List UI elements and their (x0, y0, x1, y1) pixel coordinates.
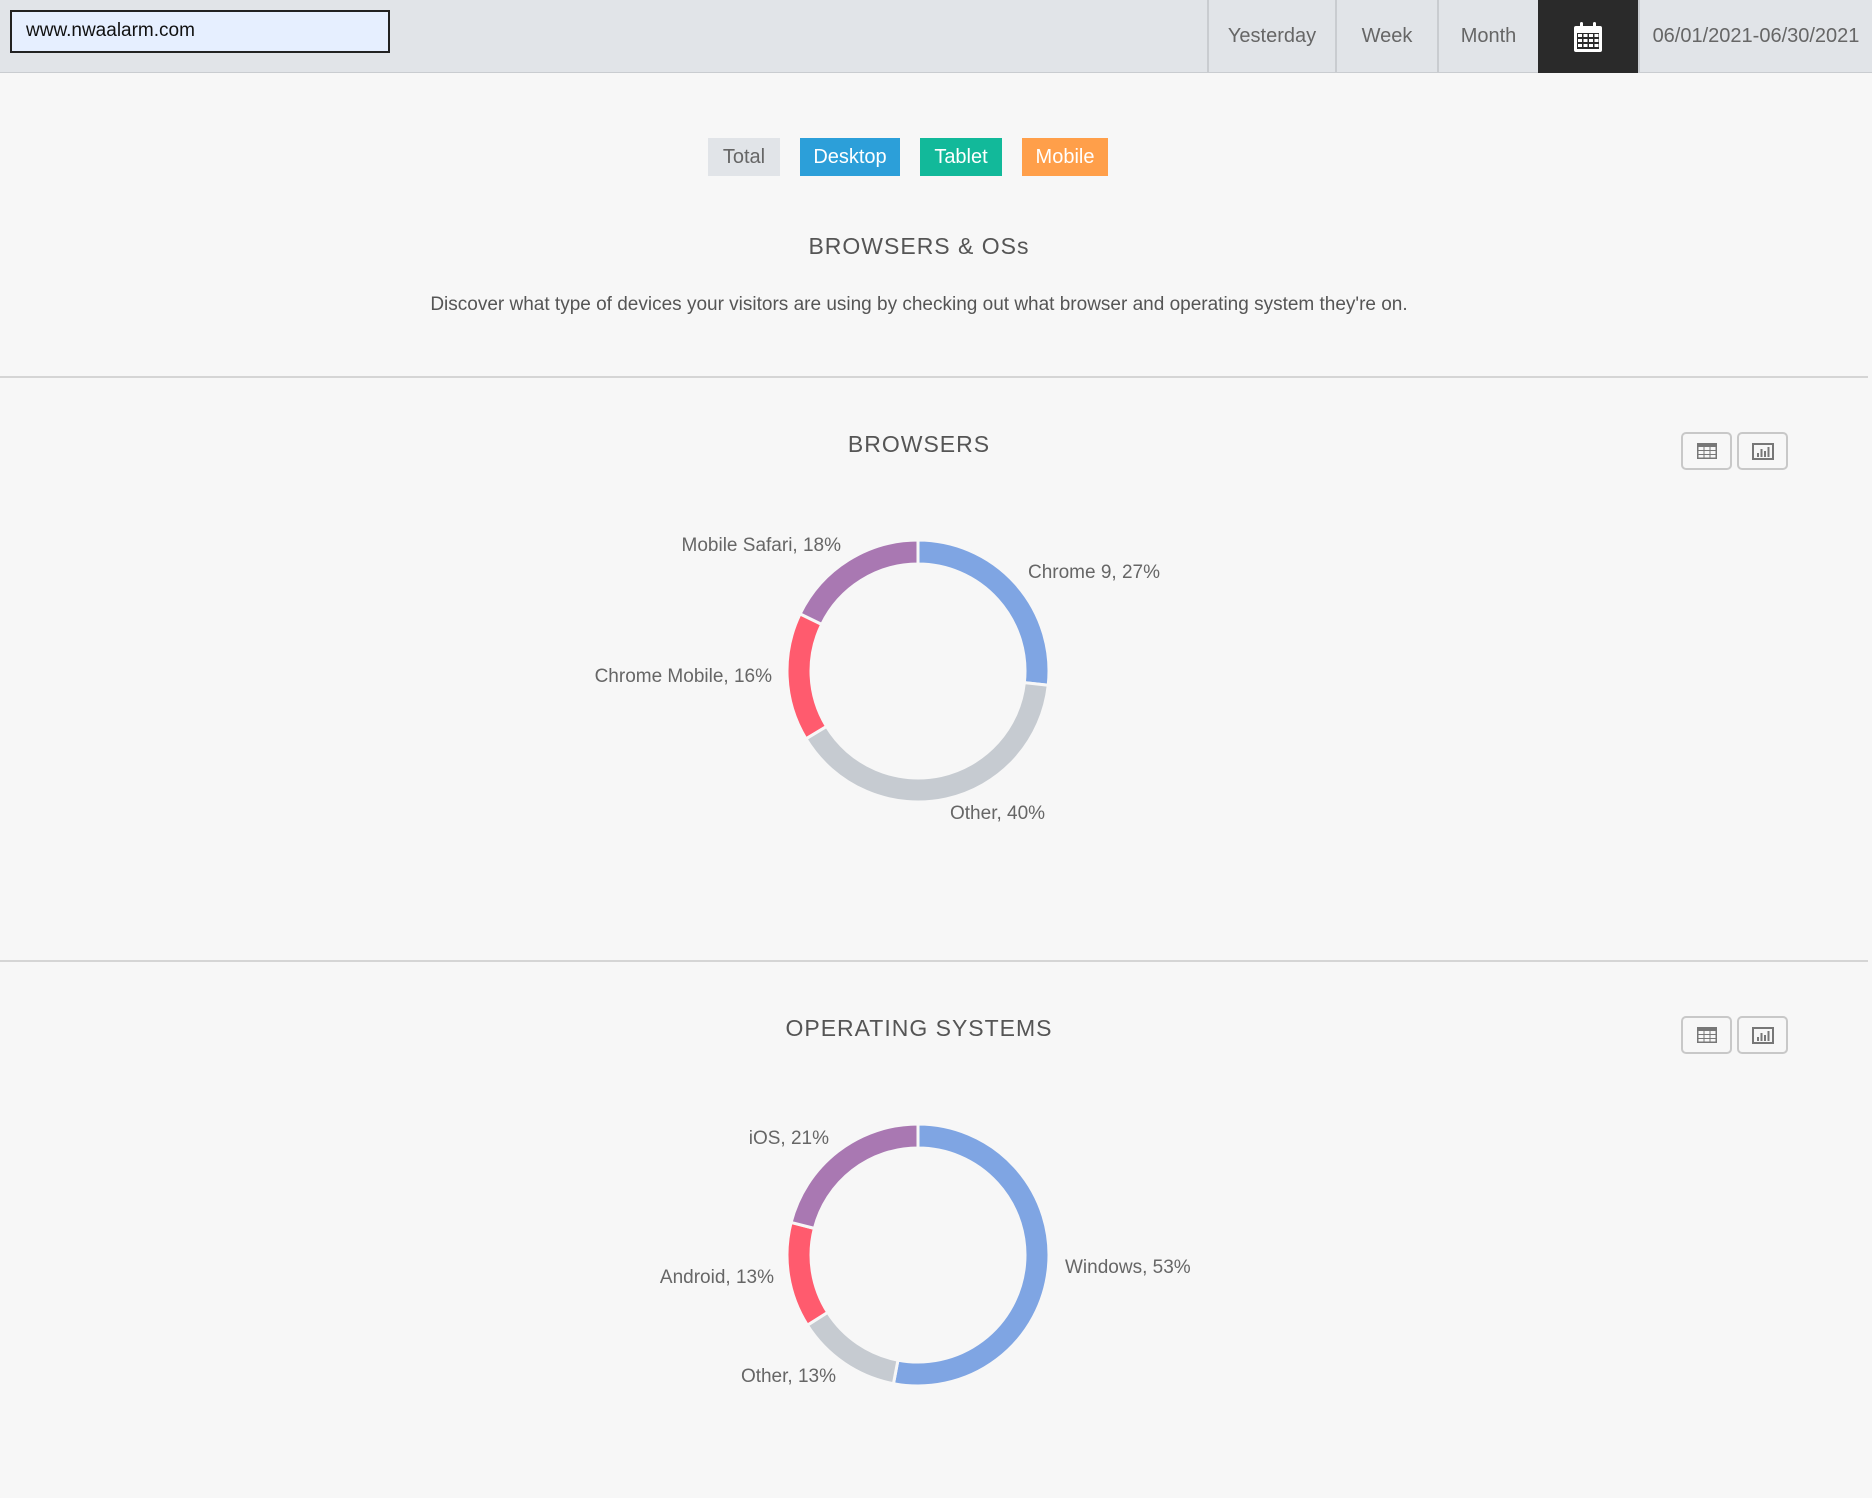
donut-slice-other[interactable] (803, 680, 1050, 804)
os-title: OPERATING SYSTEMS (785, 1015, 1053, 1041)
divider (0, 960, 1868, 962)
date-range[interactable]: 06/01/2021-06/30/2021 (1638, 0, 1872, 73)
slice-label: Chrome 9, 27% (1028, 562, 1161, 583)
slice-label: Other, 40% (950, 803, 1046, 824)
chart-view-button[interactable] (1737, 1016, 1788, 1054)
donut-slice-mobile-safari[interactable] (798, 538, 920, 627)
table-view-button[interactable] (1681, 432, 1732, 470)
filter-total[interactable]: Total (708, 138, 780, 176)
browsers-donut (785, 538, 1051, 804)
calendar-button[interactable] (1538, 0, 1638, 73)
bar-chart-icon (1751, 442, 1774, 460)
calendar-icon (1574, 21, 1602, 52)
divider (0, 376, 1868, 378)
browsers-title: BROWSERS (847, 431, 991, 457)
nav-yesterday[interactable]: Yesterday (1207, 0, 1335, 73)
slice-label: Mobile Safari, 18% (681, 535, 841, 556)
page-title: BROWSERS & OSs (808, 233, 1030, 259)
table-icon (1696, 1027, 1717, 1043)
site-url-input[interactable]: www.nwaalarm.com (10, 10, 390, 53)
chart-view-button[interactable] (1737, 432, 1788, 470)
top-bar: www.nwaalarm.com Yesterday Week Month 06… (0, 0, 1872, 73)
nav-week[interactable]: Week (1335, 0, 1437, 73)
table-icon (1696, 443, 1717, 459)
page-description: Discover what type of devices your visit… (430, 294, 1408, 315)
os-donut (785, 1122, 1051, 1388)
bar-chart-icon (1751, 1026, 1774, 1044)
filter-desktop[interactable]: Desktop (800, 138, 900, 176)
nav-month[interactable]: Month (1437, 0, 1538, 73)
filter-mobile[interactable]: Mobile (1022, 138, 1108, 176)
slice-label: Windows, 53% (1065, 1257, 1191, 1278)
table-view-button[interactable] (1681, 1016, 1732, 1054)
slice-label: iOS, 21% (748, 1128, 829, 1149)
slice-label: Chrome Mobile, 16% (594, 666, 772, 687)
filter-tablet[interactable]: Tablet (920, 138, 1002, 176)
donut-slice-ios[interactable] (789, 1122, 920, 1231)
donut-slice-android[interactable] (785, 1220, 830, 1328)
donut-slice-chrome-mobile[interactable] (785, 611, 829, 741)
slice-label: Android, 13% (659, 1267, 774, 1288)
slice-label: Other, 13% (740, 1366, 836, 1387)
donut-slice-windows[interactable] (891, 1122, 1051, 1388)
